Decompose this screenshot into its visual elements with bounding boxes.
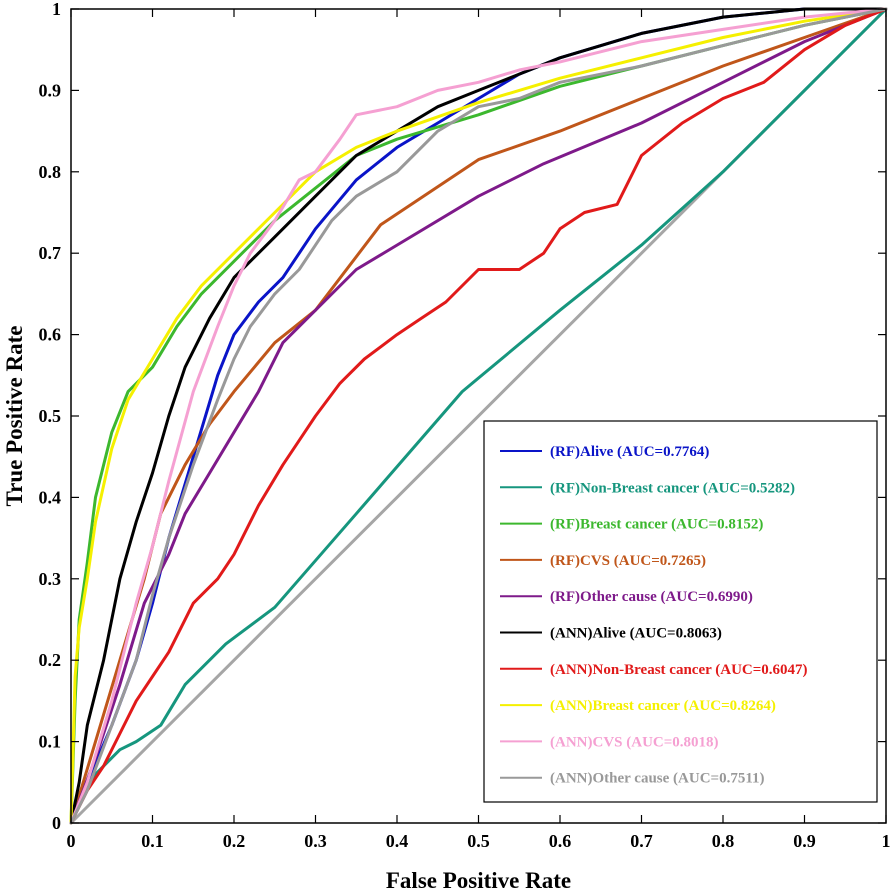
x-tick-label: 0 xyxy=(67,831,76,851)
series-line-6 xyxy=(69,7,888,825)
y-tick-label: 0.4 xyxy=(39,487,62,507)
x-tick-label: 0.1 xyxy=(141,831,164,851)
legend-label-9: (ANN)Other cause (AUC=0.7511) xyxy=(550,771,765,787)
x-tick-label: 0.6 xyxy=(549,831,572,851)
x-tick-label: 0.3 xyxy=(304,831,327,851)
series-line-7 xyxy=(69,7,888,825)
x-tick-label: 0.5 xyxy=(467,831,490,851)
x-tick-label: 0.8 xyxy=(712,831,735,851)
y-tick-label: 0.5 xyxy=(39,406,62,426)
series-line-4 xyxy=(69,7,888,825)
legend-label-7: (ANN)Breast cancer (AUC=0.8264) xyxy=(550,698,776,714)
y-tick-label: 0 xyxy=(52,813,61,833)
legend-label-3: (RF)CVS (AUC=0.7265) xyxy=(550,553,706,569)
y-tick-label: 0.6 xyxy=(39,325,62,345)
x-tick-label: 1 xyxy=(882,831,891,851)
series-line-9 xyxy=(69,7,888,825)
y-tick-label: 1 xyxy=(52,0,61,19)
x-tick-label: 0.2 xyxy=(223,831,246,851)
series-line-1 xyxy=(69,7,888,825)
legend-label-1: (RF)Non-Breast cancer (AUC=0.5282) xyxy=(550,480,795,496)
x-tick-label: 0.9 xyxy=(793,831,816,851)
y-tick-label: 0.3 xyxy=(39,569,62,589)
y-axis-title: True Positive Rate xyxy=(2,326,27,507)
roc-curves xyxy=(69,7,888,825)
legend-label-4: (RF)Other cause (AUC=0.6990) xyxy=(550,589,753,605)
x-tick-label: 0.4 xyxy=(386,831,409,851)
x-axis-title: False Positive Rate xyxy=(386,868,571,892)
series-line-5 xyxy=(69,7,888,825)
legend-label-0: (RF)Alive (AUC=0.7764) xyxy=(550,444,709,460)
x-tick-label: 0.7 xyxy=(630,831,653,851)
y-tick-label: 0.9 xyxy=(39,80,62,100)
y-axis-ticks: 0 0.1 0.2 0.3 0.4 0.5 0.6 0.7 0.8 0.9 1 xyxy=(39,0,886,833)
y-tick-label: 0.1 xyxy=(39,732,62,752)
legend-box xyxy=(483,420,878,803)
y-tick-label: 0.2 xyxy=(39,650,62,670)
x-axis-ticks: 0 0.1 0.2 0.3 0.4 0.5 0.6 0.7 0.8 0.9 1 xyxy=(67,9,891,851)
legend-label-8: (ANN)CVS (AUC=0.8018) xyxy=(550,734,719,750)
legend-label-6: (ANN)Non-Breast cancer (AUC=0.6047) xyxy=(550,662,808,678)
legend-label-2: (RF)Breast cancer (AUC=0.8152) xyxy=(550,517,763,533)
legend: (RF)Alive (AUC=0.7764) (RF)Non-Breast can… xyxy=(483,420,878,803)
series-line-8 xyxy=(69,7,888,825)
y-tick-label: 0.7 xyxy=(39,243,62,263)
legend-label-5: (ANN)Alive (AUC=0.8063) xyxy=(550,626,722,642)
y-tick-label: 0.8 xyxy=(39,162,62,182)
